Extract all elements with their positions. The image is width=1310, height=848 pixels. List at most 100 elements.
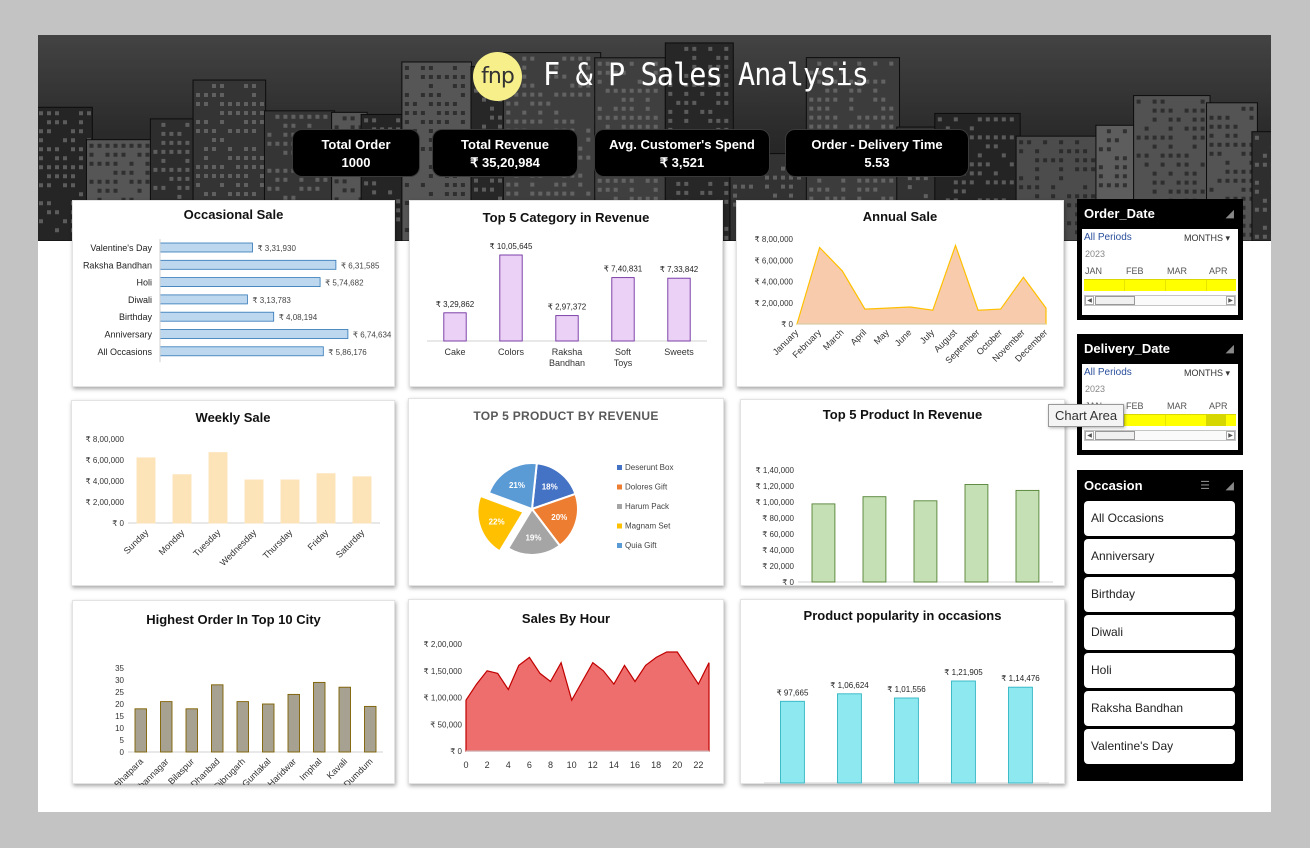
bar (338, 686, 351, 753)
scroll-left-icon[interactable]: ◀ (1085, 296, 1094, 305)
legend-label: Deserunt Box (625, 463, 673, 472)
scroll-left-icon[interactable]: ◀ (1085, 431, 1094, 440)
product-revenue-pie-chart[interactable]: TOP 5 PRODUCT BY REVENUE 18% 20% 19% 22% 21%… (408, 398, 724, 586)
bar (134, 708, 147, 753)
timeline-selection-bar[interactable] (1084, 279, 1236, 291)
delivery-date-timeline[interactable]: Delivery_Date ◢ All Periods MONTHS ▾ 202… (1077, 334, 1243, 455)
kpi-value: ₹ 35,20,984 (470, 155, 540, 170)
x-tick-label: Soft Toys (614, 347, 633, 368)
city-order-chart[interactable]: Highest Order In Top 10 City 0 5 10 15 20 25 3… (72, 600, 395, 785)
occasion-item[interactable]: Valentine's Day (1084, 729, 1235, 764)
data-label: ₹ 5,86,176 (328, 348, 367, 357)
building-windows (196, 84, 264, 232)
sales-by-hour-chart[interactable]: Sales By Hour ₹ 0 ₹ 50,000 ₹ 1,00,000 ₹ 1,5… (408, 599, 724, 784)
multi-select-icon[interactable]: ☰ (1200, 480, 1210, 492)
timeline-scrollbar[interactable]: ◀ ▶ (1084, 295, 1236, 306)
bar (611, 277, 635, 342)
clear-filter-icon[interactable]: ◢ (1225, 343, 1234, 355)
y-tick-label: ₹ 0 (781, 320, 793, 329)
occasion-item[interactable]: Raksha Bandhan (1084, 691, 1235, 726)
timeline-scrollbar[interactable]: ◀ ▶ (1084, 430, 1236, 441)
category-label: Valentine's Day (90, 243, 152, 253)
slicer-title: Occasion (1084, 478, 1143, 493)
product-popularity-chart[interactable]: Product popularity in occasions ₹ 97,665… (740, 599, 1065, 784)
scroll-thumb[interactable] (1095, 296, 1135, 305)
time-level-value: MONTHS (1183, 368, 1223, 378)
y-tick-label: ₹ 1,20,000 (756, 482, 795, 491)
y-tick-label: ₹ 8,00,000 (86, 435, 125, 444)
y-tick-label: ₹ 0 (450, 747, 462, 756)
weekly-sale-chart[interactable]: Weekly Sale ₹ 0 ₹ 2,00,000 ₹ 4,00,000 ₹ 6,0… (71, 400, 395, 586)
y-tick-label: ₹ 4,00,000 (86, 477, 125, 486)
data-label: ₹ 6,31,585 (341, 261, 380, 270)
kpi-order-delivery-time[interactable]: Order - Delivery Time 5.53 (786, 130, 968, 176)
chart-title: Occasional Sale (183, 207, 284, 222)
x-tick-label: 0 (463, 760, 468, 770)
time-level-dropdown[interactable]: MONTHS ▾ (1184, 368, 1230, 379)
product-popularity-plot: ₹ 97,665Deserunt Box₹ 1,06,624Dolores Gi… (764, 668, 1049, 784)
bar (862, 496, 887, 583)
month-label: JAN (1085, 266, 1103, 276)
chart-title: Highest Order In Top 10 City (146, 612, 321, 627)
bar (313, 681, 326, 753)
x-tick-label: March (821, 327, 846, 352)
data-label: ₹ 97,665 (777, 688, 809, 697)
kpi-total-revenue[interactable]: Total Revenue ₹ 35,20,984 (433, 130, 577, 176)
bar (555, 315, 579, 342)
scroll-thumb[interactable] (1095, 431, 1135, 440)
category-label: Holi (136, 278, 152, 288)
annual-sale-chart[interactable]: Annual Sale ₹ 0 ₹ 2,00,000 ₹ 4,00,000 ₹ 6,0… (736, 200, 1064, 387)
occasion-item[interactable]: Diwali (1084, 615, 1235, 650)
bar (159, 259, 337, 270)
data-label: ₹ 1,14,476 (1001, 674, 1040, 683)
scroll-right-icon[interactable]: ▶ (1226, 296, 1235, 305)
kpi-value: ₹ 3,521 (659, 155, 705, 170)
legend-swatch (617, 523, 622, 529)
bar (244, 479, 264, 524)
y-tick-label: 10 (115, 724, 124, 733)
kpi-total-order[interactable]: Total Order 1000 (293, 130, 419, 176)
y-tick-label: 0 (120, 748, 125, 757)
order-date-timeline[interactable]: Order_Date ◢ All Periods MONTHS ▾ 2023 J… (1077, 199, 1243, 320)
clear-filter-icon[interactable]: ◢ (1225, 480, 1234, 492)
bar (780, 700, 805, 784)
fnp-logo: fnp (473, 52, 522, 101)
y-tick-label: ₹ 6,00,000 (86, 456, 125, 465)
clear-filter-icon[interactable]: ◢ (1225, 208, 1234, 220)
bar (159, 242, 253, 253)
x-tick-label: Thursday (261, 527, 295, 561)
kpi-avg-customer-spend[interactable]: Avg. Customer's Spend ₹ 3,521 (595, 130, 769, 176)
slicer-title: Delivery_Date (1084, 341, 1170, 356)
slice-label: 19% (525, 534, 541, 543)
chart-area-tooltip: Chart Area (1048, 404, 1125, 427)
y-tick-label: ₹ 80,000 (762, 514, 794, 523)
kpi-label: Total Revenue (461, 137, 549, 152)
category-revenue-chart[interactable]: Top 5 Category in Revenue ₹ 3,29,862 Cake… (409, 200, 723, 387)
occasional-sale-plot: Valentine's Day ₹ 3,31,930 Raksha Bandhan ₹… (83, 239, 392, 363)
pie-slice (506, 507, 562, 556)
x-tick-label: Tuesday (191, 527, 223, 559)
pie-slice (487, 462, 538, 511)
chart-title: Top 5 Product In Revenue (822, 407, 983, 422)
occasion-item[interactable]: Anniversary (1084, 539, 1235, 574)
scroll-right-icon[interactable]: ▶ (1226, 431, 1235, 440)
y-tick-label: 30 (115, 676, 124, 685)
legend-swatch (617, 484, 622, 490)
pie-slice (476, 494, 525, 553)
occasion-slicer[interactable]: Occasion ☰ ◢ All Occasions Anniversary B… (1077, 470, 1243, 781)
product-revenue-chart[interactable]: Top 5 Product In Revenue ₹ 0 ₹ 20,000 ₹ 40… (740, 399, 1065, 587)
x-tick-label: 8 (548, 760, 553, 770)
building-windows (1209, 106, 1254, 237)
data-label: ₹ 3,31,930 (257, 244, 296, 253)
occasion-item[interactable]: All Occasions (1084, 501, 1235, 536)
occasional-sale-chart[interactable]: Occasional Sale Valentine's Day ₹ 3,31,93… (72, 200, 395, 387)
y-tick-label: 5 (120, 736, 125, 745)
annual-sale-plot: ₹ 0 ₹ 2,00,000 ₹ 4,00,000 ₹ 6,00,000 ₹ 8,00,… (755, 235, 1050, 366)
kpi-label: Total Order (321, 137, 391, 152)
occasion-item[interactable]: Holi (1084, 653, 1235, 688)
city-order-plot: 05101520253035BhatparaBidhannagarBilaspu… (112, 664, 383, 785)
occasion-item[interactable]: Birthday (1084, 577, 1235, 612)
x-tick-label: 2 (485, 760, 490, 770)
time-level-dropdown[interactable]: MONTHS ▾ (1184, 233, 1230, 244)
month-label: FEB (1126, 401, 1144, 411)
